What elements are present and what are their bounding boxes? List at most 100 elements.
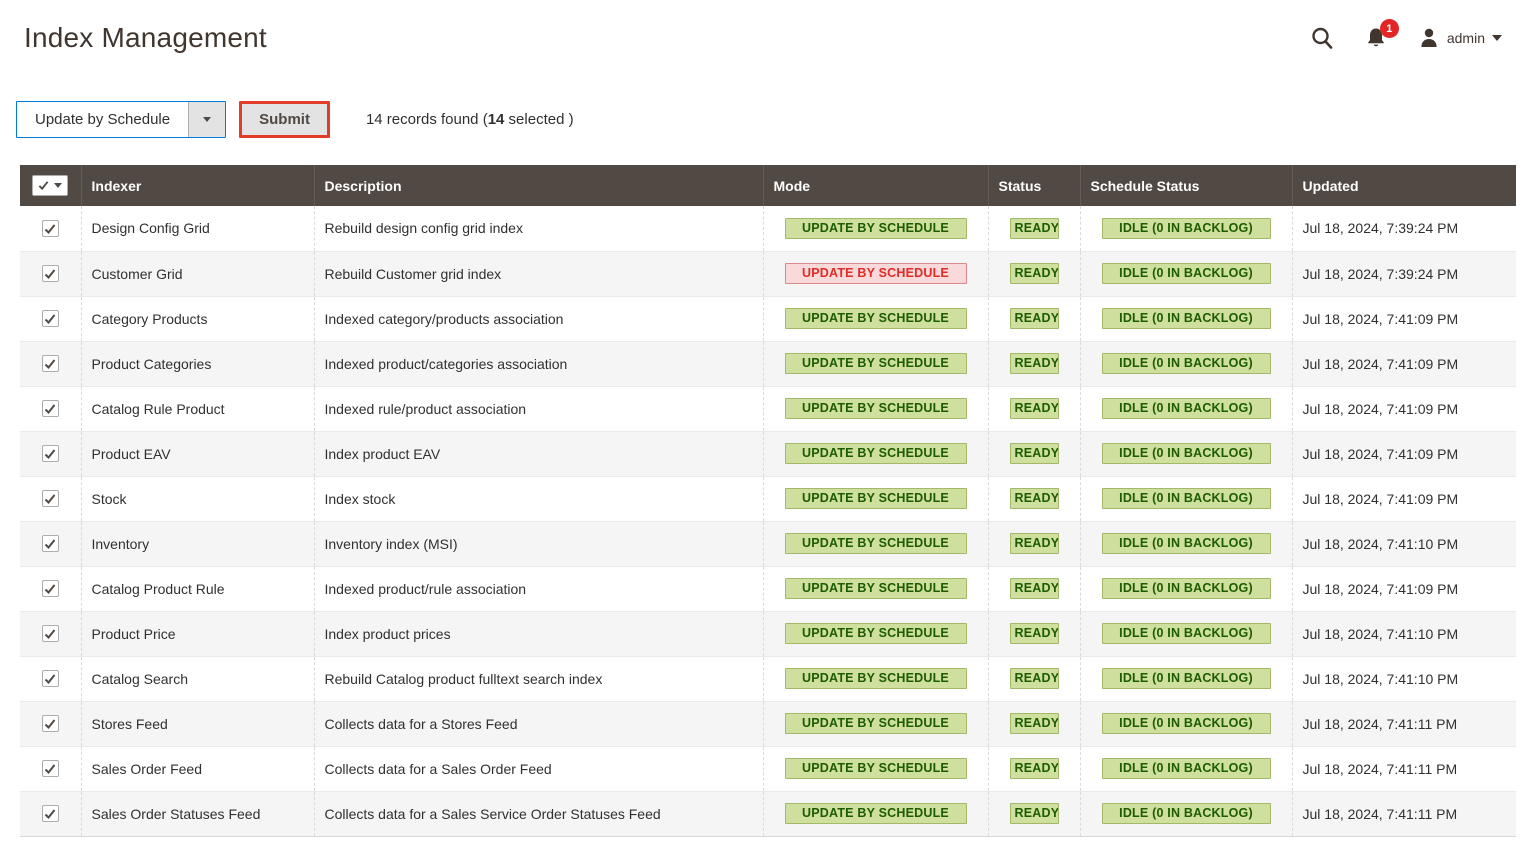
column-header-status[interactable]: Status (987, 165, 1080, 206)
status-badge: READY (1009, 713, 1059, 734)
mode-badge: UPDATE BY SCHEDULE (784, 713, 967, 734)
check-icon (45, 269, 56, 279)
records-prefix: 14 records found ( (365, 111, 488, 128)
column-header-updated[interactable]: Updated (1291, 165, 1516, 206)
status-badge: READY (1009, 803, 1059, 824)
mode-badge: UPDATE BY SCHEDULE (784, 758, 967, 779)
row-checkbox[interactable] (41, 355, 59, 373)
mode-badge: UPDATE BY SCHEDULE (784, 578, 967, 599)
description-cell: Index product EAV (313, 431, 763, 477)
row-checkbox[interactable] (41, 580, 59, 598)
schedule-status-cell: IDLE (0 IN BACKLOG) (1079, 386, 1292, 432)
indexer-cell: Catalog Product Rule (80, 566, 314, 612)
column-header-indexer[interactable]: Indexer (80, 165, 314, 206)
header-actions: 1 admin (1310, 19, 1502, 50)
indexer-cell: Product Categories (80, 341, 314, 387)
mode-cell: UPDATE BY SCHEDULE (762, 656, 988, 702)
status-badge: READY (1009, 263, 1059, 284)
schedule-status-badge: IDLE (0 IN BACKLOG) (1101, 488, 1271, 509)
schedule-status-cell: IDLE (0 IN BACKLOG) (1079, 611, 1292, 657)
search-button[interactable] (1310, 26, 1334, 50)
row-checkbox[interactable] (41, 310, 59, 328)
row-checkbox-cell (20, 566, 81, 612)
column-header-schedule-status[interactable]: Schedule Status (1079, 165, 1292, 206)
indexer-cell: Category Products (80, 296, 314, 342)
status-cell: READY (987, 791, 1080, 837)
status-cell: READY (987, 296, 1080, 342)
row-checkbox[interactable] (41, 625, 59, 643)
row-checkbox[interactable] (41, 670, 59, 688)
row-checkbox-cell (20, 521, 81, 567)
mode-badge: UPDATE BY SCHEDULE (784, 217, 967, 239)
status-badge: READY (1009, 533, 1059, 554)
indexer-cell: Inventory (80, 521, 314, 567)
indexer-cell: Design Config Grid (80, 206, 314, 252)
updated-cell: Jul 18, 2024, 7:41:09 PM (1291, 296, 1516, 342)
indexer-cell: Stock (80, 476, 314, 522)
row-checkbox[interactable] (41, 490, 59, 508)
check-icon (45, 809, 56, 819)
chevron-down-icon (203, 117, 212, 122)
mode-cell: UPDATE BY SCHEDULE (762, 476, 988, 522)
mode-cell: UPDATE BY SCHEDULE (762, 206, 988, 252)
schedule-status-cell: IDLE (0 IN BACKLOG) (1079, 746, 1292, 792)
row-checkbox-cell (20, 431, 81, 477)
submit-button[interactable]: Submit (239, 101, 330, 138)
row-checkbox[interactable] (41, 400, 59, 418)
schedule-status-badge: IDLE (0 IN BACKLOG) (1101, 308, 1271, 329)
select-all-control[interactable] (32, 175, 69, 196)
mode-cell: UPDATE BY SCHEDULE (762, 341, 988, 387)
row-checkbox-cell (20, 341, 81, 387)
mode-badge: UPDATE BY SCHEDULE (784, 443, 967, 464)
schedule-status-badge: IDLE (0 IN BACKLOG) (1101, 263, 1271, 284)
row-checkbox[interactable] (41, 265, 59, 283)
check-icon (45, 224, 56, 234)
row-checkbox[interactable] (41, 220, 59, 238)
check-icon (45, 494, 56, 504)
column-header-description[interactable]: Description (313, 165, 763, 206)
row-checkbox[interactable] (41, 760, 59, 778)
schedule-status-badge: IDLE (0 IN BACKLOG) (1101, 353, 1271, 374)
mode-cell: UPDATE BY SCHEDULE (762, 746, 988, 792)
row-checkbox-cell (20, 791, 81, 837)
index-table-body: Design Config Grid Rebuild design config … (20, 206, 1516, 837)
notifications-button[interactable]: 1 (1364, 19, 1399, 50)
row-checkbox[interactable] (41, 805, 59, 823)
indexer-cell: Product Price (80, 611, 314, 657)
mode-cell: UPDATE BY SCHEDULE (762, 251, 988, 297)
description-cell: Collects data for a Stores Feed (313, 701, 763, 747)
admin-user-menu[interactable]: admin (1418, 27, 1502, 49)
row-checkbox[interactable] (41, 715, 59, 733)
description-cell: Collects data for a Sales Order Feed (313, 746, 763, 792)
table-row: Sales Order Feed Collects data for a Sale… (20, 746, 1516, 792)
indexer-cell: Sales Order Statuses Feed (80, 791, 314, 837)
updated-cell: Jul 18, 2024, 7:41:09 PM (1291, 386, 1516, 432)
page-header: Index Management 1 admin (0, 0, 1536, 54)
indexer-cell: Catalog Rule Product (80, 386, 314, 432)
user-icon (1421, 28, 1437, 47)
schedule-status-cell: IDLE (0 IN BACKLOG) (1079, 476, 1292, 522)
status-cell: READY (987, 566, 1080, 612)
mode-badge: UPDATE BY SCHEDULE (784, 533, 967, 554)
selected-count: 14 (487, 111, 505, 128)
status-badge: READY (1009, 443, 1059, 464)
bulk-action-select[interactable]: Update by Schedule (16, 101, 227, 138)
status-cell: READY (987, 746, 1080, 792)
indexer-cell: Customer Grid (80, 251, 314, 297)
bulk-action-value: Update by Schedule (35, 111, 171, 128)
row-checkbox-cell (20, 206, 81, 252)
toolbar: Update by Schedule Submit 14 records fou… (16, 101, 1516, 138)
description-cell: Rebuild Customer grid index (313, 251, 763, 297)
status-cell: READY (987, 206, 1080, 252)
column-header-mode[interactable]: Mode (762, 165, 988, 206)
table-row: Catalog Rule Product Indexed rule/product… (20, 386, 1516, 432)
bulk-action-caret-button[interactable] (188, 102, 226, 137)
row-checkbox[interactable] (41, 535, 59, 553)
row-checkbox-cell (20, 611, 81, 657)
check-icon (45, 404, 56, 414)
status-cell: READY (987, 386, 1080, 432)
schedule-status-cell: IDLE (0 IN BACKLOG) (1079, 206, 1292, 252)
schedule-status-cell: IDLE (0 IN BACKLOG) (1079, 521, 1292, 567)
description-cell: Indexed category/products association (313, 296, 763, 342)
row-checkbox[interactable] (41, 445, 59, 463)
